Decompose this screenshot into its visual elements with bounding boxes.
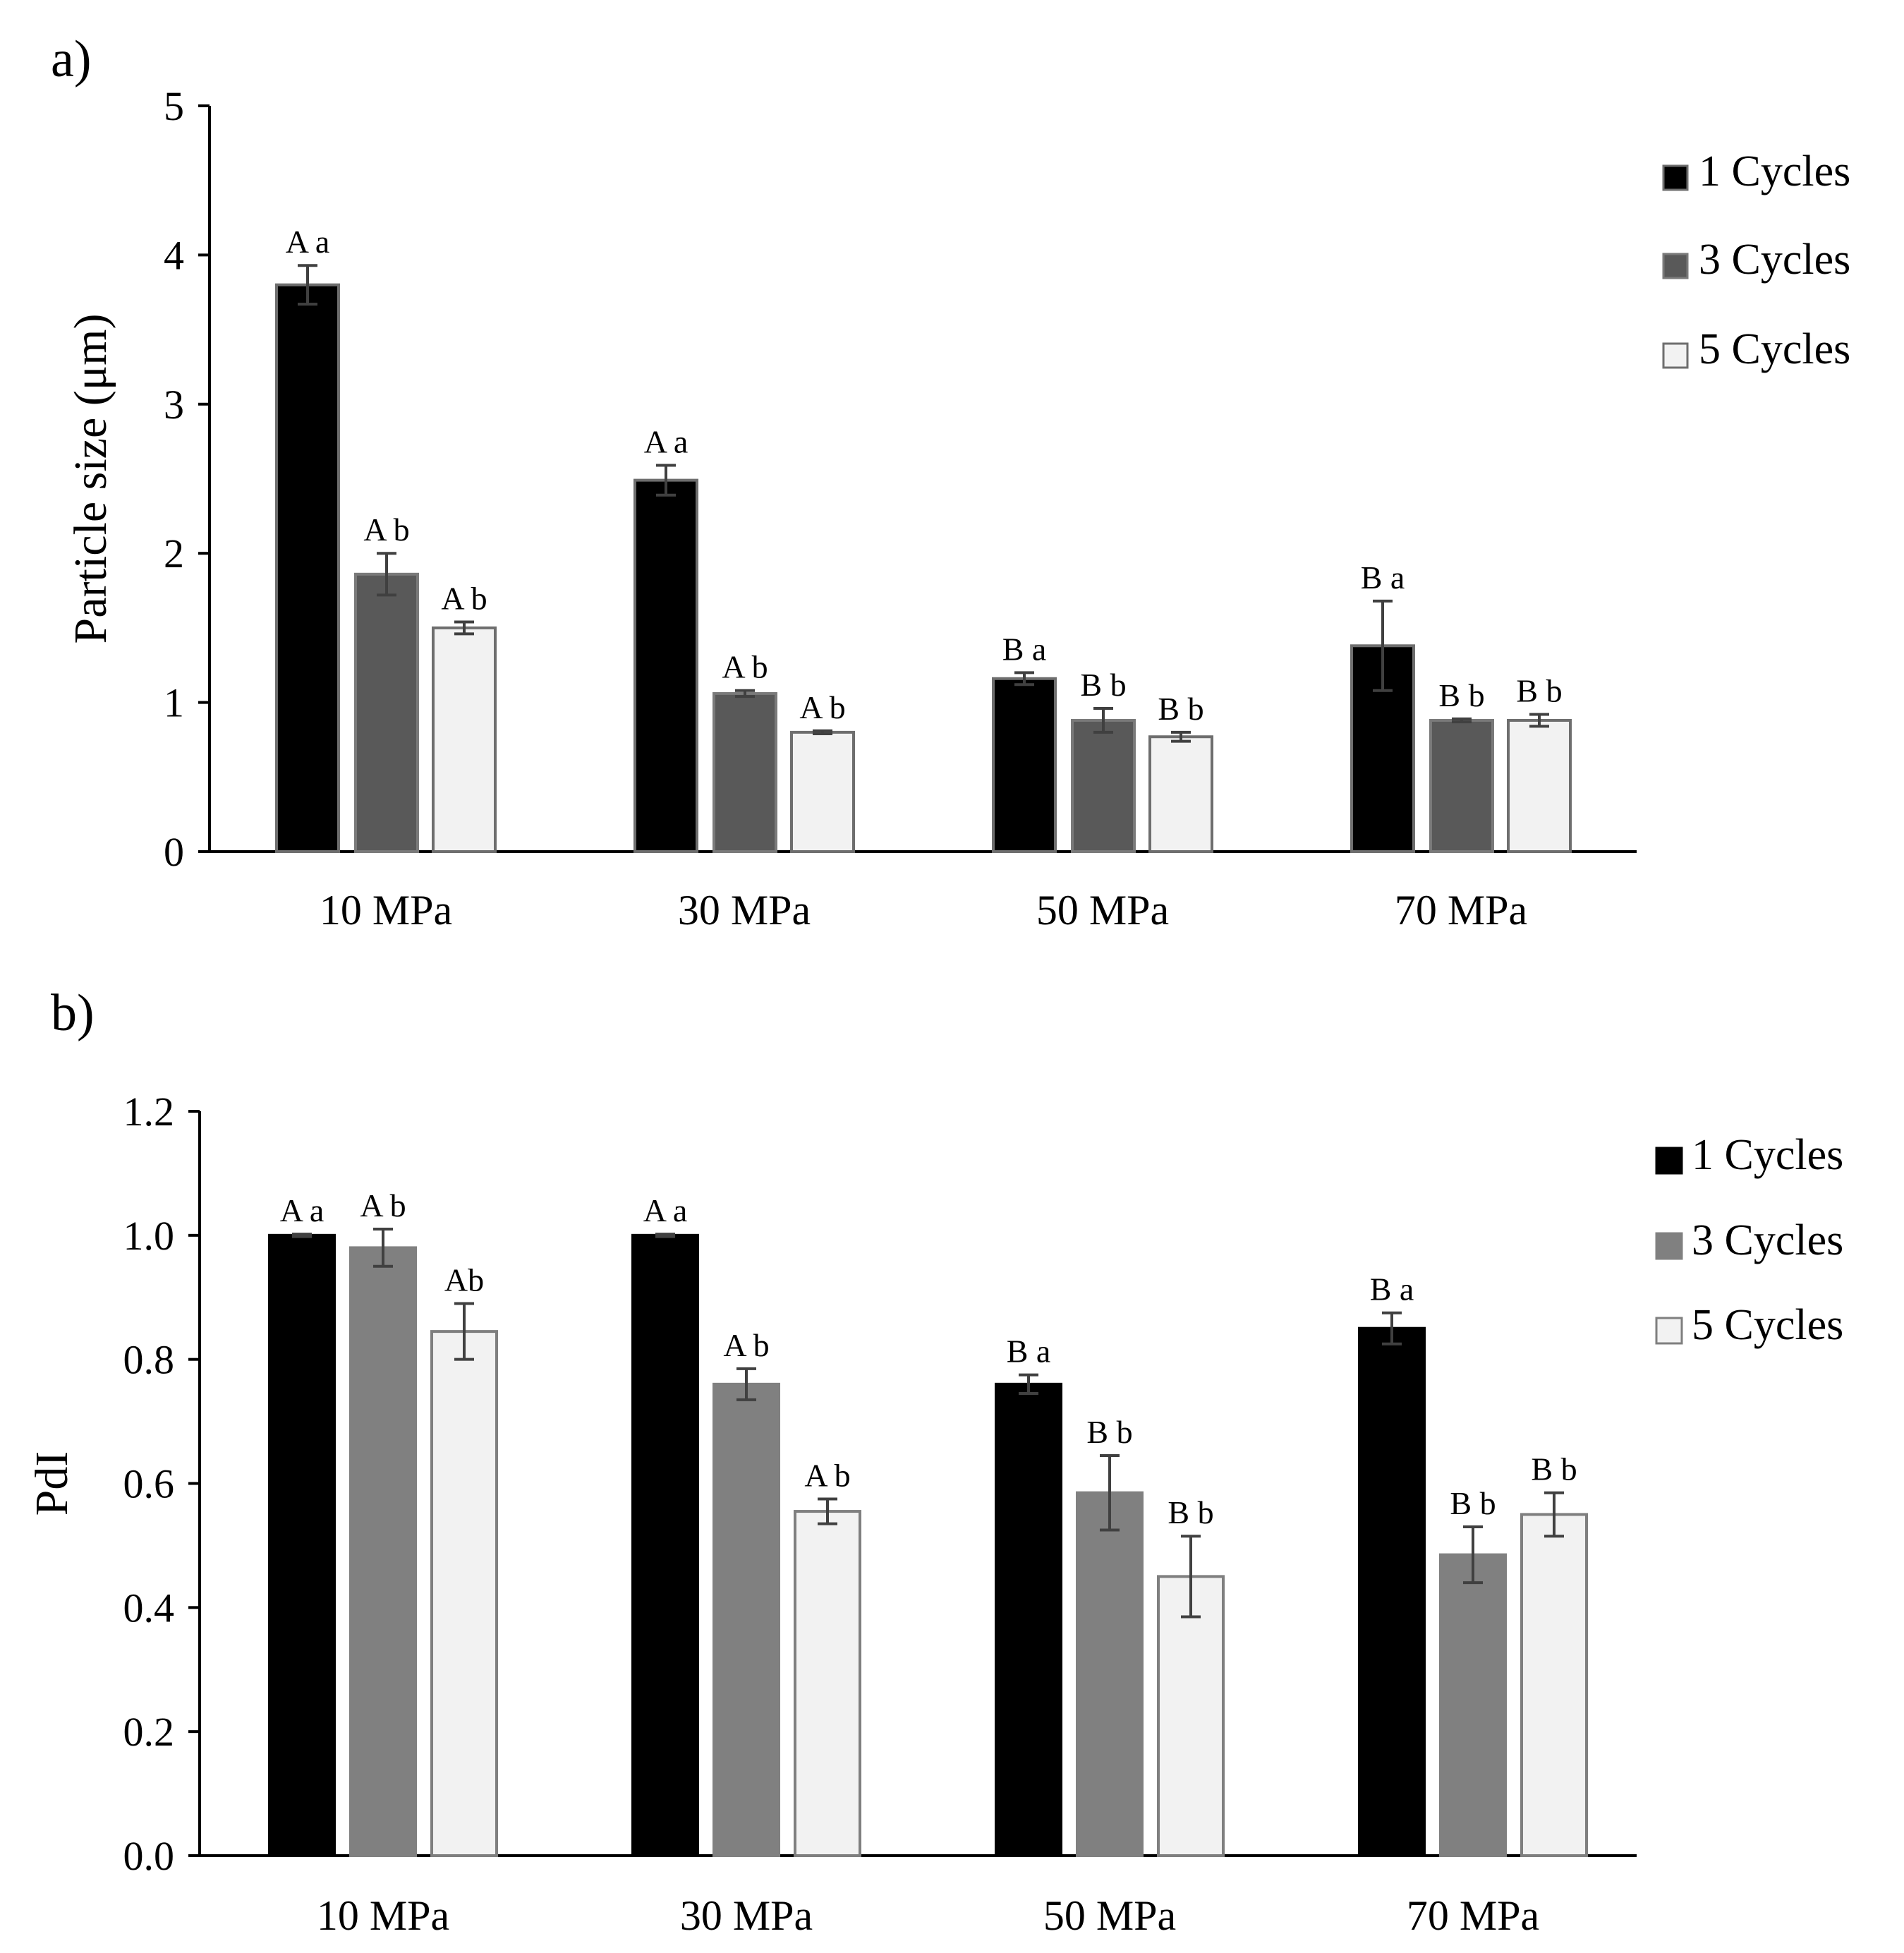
y-tick-label: 3 [164, 382, 184, 428]
bar [354, 572, 419, 854]
x-category-label: 10 MPa [317, 1892, 449, 1939]
legend-swatch [1662, 253, 1689, 279]
significance-label: B b [1531, 1451, 1577, 1487]
legend-label: 1 Cycles [1692, 1131, 1843, 1179]
legend-swatch [1655, 1317, 1683, 1345]
significance-label: B a [1370, 1271, 1414, 1307]
significance-label: A b [799, 689, 845, 725]
bar [1157, 1575, 1225, 1857]
panel-label: b) [51, 984, 95, 1042]
significance-label: A a [280, 1192, 325, 1228]
legend-label: 5 Cycles [1692, 1301, 1843, 1349]
significance-label: B a [1002, 631, 1047, 667]
y-axis-title: Particle size (μm) [65, 314, 116, 644]
y-tick-label: 0 [164, 829, 184, 875]
legend-label: 5 Cycles [1699, 325, 1850, 373]
legend-label: 3 Cycles [1692, 1216, 1843, 1264]
x-category-label: 50 MPa [1036, 887, 1169, 933]
bar [1507, 718, 1572, 854]
bar [1071, 718, 1136, 854]
bar [1520, 1513, 1588, 1857]
bar [995, 1382, 1062, 1858]
bar [430, 1330, 498, 1857]
y-tick-label: 1.2 [123, 1089, 175, 1135]
x-category-label: 50 MPa [1043, 1892, 1176, 1939]
chart-panel-b: b) 0.0 0.2 0.4 0.6 0.8 1.0 1.2 PdI 10 MPa 30 MPa 50… [26, 984, 1843, 1939]
panel-label: a) [51, 30, 92, 88]
significance-label: A b [723, 1327, 769, 1363]
bar [432, 626, 497, 854]
significance-label: B b [1158, 691, 1203, 727]
y-tick-label: 2 [164, 531, 184, 576]
significance-label: A a [286, 224, 330, 260]
x-category-label: 70 MPa [1395, 887, 1527, 933]
significance-label: A b [804, 1457, 850, 1493]
y-axis-title: PdI [26, 1451, 78, 1516]
y-tick-label: 4 [164, 232, 184, 278]
significance-label: B b [1080, 667, 1126, 703]
legend-swatch [1662, 164, 1689, 191]
significance-label: A b [363, 512, 409, 548]
bar [633, 478, 698, 853]
significance-label: B b [1450, 1485, 1496, 1521]
significance-label: B a [1361, 560, 1405, 595]
y-tick-label: 0.8 [123, 1337, 175, 1383]
bar [1358, 1326, 1426, 1858]
y-tick-label: 0.4 [123, 1585, 175, 1631]
legend-label: 1 Cycles [1699, 147, 1850, 195]
bar [1148, 735, 1213, 854]
significance-label: B b [1516, 673, 1562, 709]
significance-label: A b [722, 649, 768, 685]
significance-label: Ab [444, 1262, 484, 1298]
significance-label: B b [1168, 1494, 1213, 1530]
bar [275, 283, 340, 853]
significance-label: A a [643, 1192, 688, 1228]
bar [713, 1382, 780, 1858]
significance-label: A b [441, 580, 487, 616]
x-category-label: 30 MPa [678, 887, 811, 933]
significance-label: A b [360, 1187, 406, 1223]
bar [1439, 1553, 1507, 1858]
bar [268, 1233, 336, 1858]
bar [349, 1246, 417, 1857]
legend-swatch [1655, 1147, 1683, 1175]
bar [713, 691, 777, 854]
y-tick-label: 0.0 [123, 1833, 175, 1879]
bar [1076, 1491, 1144, 1857]
y-tick-label: 1 [164, 680, 184, 726]
legend-label: 3 Cycles [1699, 236, 1850, 284]
significance-label: B b [1438, 677, 1484, 713]
legend-swatch [1655, 1232, 1683, 1260]
x-category-label: 30 MPa [680, 1892, 813, 1939]
bar [1429, 718, 1494, 854]
significance-label: B a [1007, 1334, 1051, 1369]
y-tick-label: 0.6 [123, 1461, 175, 1507]
significance-label: A a [644, 423, 689, 459]
bar [631, 1233, 699, 1858]
significance-label: B b [1086, 1414, 1132, 1450]
y-tick-label: 0.2 [123, 1709, 175, 1755]
bar [794, 1510, 861, 1857]
y-tick-label: 5 [164, 83, 184, 129]
chart-panel-a: a) 0 1 2 3 4 5 Particle size (μm) 10 MPa 30 MPa 50… [51, 30, 1850, 933]
bar [992, 677, 1057, 853]
x-category-label: 70 MPa [1407, 1892, 1539, 1939]
bar [790, 730, 855, 853]
y-tick-label: 1.0 [123, 1213, 175, 1259]
legend-swatch [1662, 342, 1689, 369]
x-category-label: 10 MPa [320, 887, 452, 933]
